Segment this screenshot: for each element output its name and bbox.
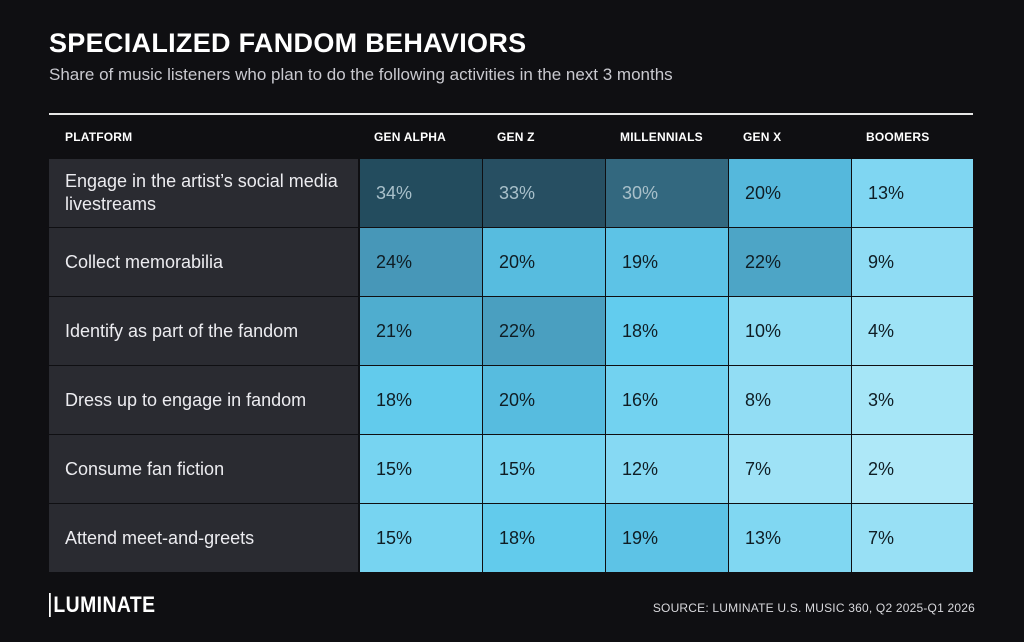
- table-cell: 34%: [359, 159, 482, 227]
- row-label: Dress up to engage in fandom: [49, 366, 359, 434]
- row-label: Attend meet-and-greets: [49, 504, 359, 572]
- table-cell: 20%: [482, 366, 605, 434]
- header-gen-z: GEN Z: [497, 129, 535, 144]
- table-cell: 22%: [728, 228, 851, 296]
- table-cell: 20%: [482, 228, 605, 296]
- table-cell: 7%: [728, 435, 851, 503]
- table-cell: 21%: [359, 297, 482, 365]
- table-row: Collect memorabilia 24% 20% 19% 22% 9%: [49, 227, 973, 296]
- table-cell: 12%: [605, 435, 728, 503]
- table-cell: 19%: [605, 228, 728, 296]
- table-cell: 22%: [482, 297, 605, 365]
- source-note: SOURCE: LUMINATE U.S. MUSIC 360, Q2 2025…: [652, 601, 975, 615]
- row-label: Identify as part of the fandom: [49, 297, 359, 365]
- table-cell: 3%: [851, 366, 973, 434]
- table-cell: 13%: [851, 159, 973, 227]
- row-label: Engage in the artist’s social media live…: [49, 159, 359, 227]
- table-cell: 18%: [359, 366, 482, 434]
- table-cell: 8%: [728, 366, 851, 434]
- table-cell: 10%: [728, 297, 851, 365]
- table-cell: 15%: [359, 504, 482, 572]
- chart-subtitle: Share of music listeners who plan to do …: [49, 65, 673, 84]
- data-table: PLATFORM GEN ALPHA GEN Z MILLENNIALS GEN…: [49, 113, 973, 572]
- table-cell: 13%: [728, 504, 851, 572]
- table-cell: 33%: [482, 159, 605, 227]
- table-body: Engage in the artist’s social media live…: [49, 158, 973, 572]
- table-cell: 2%: [851, 435, 973, 503]
- table-row: Identify as part of the fandom 21% 22% 18% 1…: [49, 296, 973, 365]
- header-millennials: MILLENNIALS: [620, 129, 703, 144]
- header-gen-alpha: GEN ALPHA: [374, 129, 447, 144]
- table-cell: 15%: [359, 435, 482, 503]
- table-cell: 16%: [605, 366, 728, 434]
- table-row: Attend meet-and-greets 15% 18% 19% 13% 7%: [49, 503, 973, 572]
- table-cell: 18%: [482, 504, 605, 572]
- table-cell: 9%: [851, 228, 973, 296]
- table-cell: 18%: [605, 297, 728, 365]
- row-label: Consume fan fiction: [49, 435, 359, 503]
- header-platform: PLATFORM: [65, 129, 133, 144]
- row-label: Collect memorabilia: [49, 228, 359, 296]
- table-top-rule: [49, 113, 973, 115]
- table-cell: 19%: [605, 504, 728, 572]
- table-cell: 24%: [359, 228, 482, 296]
- table-cell: 20%: [728, 159, 851, 227]
- luminate-logo: LUMINATE: [49, 593, 156, 617]
- header-boomers: BOOMERS: [866, 129, 930, 144]
- table-cell: 15%: [482, 435, 605, 503]
- table-row: Engage in the artist’s social media live…: [49, 158, 973, 227]
- table-cell: 4%: [851, 297, 973, 365]
- table-row: Dress up to engage in fandom 18% 20% 16% 8% 3…: [49, 365, 973, 434]
- table-row: Consume fan fiction 15% 15% 12% 7% 2%: [49, 434, 973, 503]
- table-header-row: PLATFORM GEN ALPHA GEN Z MILLENNIALS GEN…: [49, 115, 973, 158]
- header-gen-x: GEN X: [743, 129, 782, 144]
- table-cell: 7%: [851, 504, 973, 572]
- table-cell: 30%: [605, 159, 728, 227]
- chart-title: SPECIALIZED FANDOM BEHAVIORS: [49, 28, 527, 58]
